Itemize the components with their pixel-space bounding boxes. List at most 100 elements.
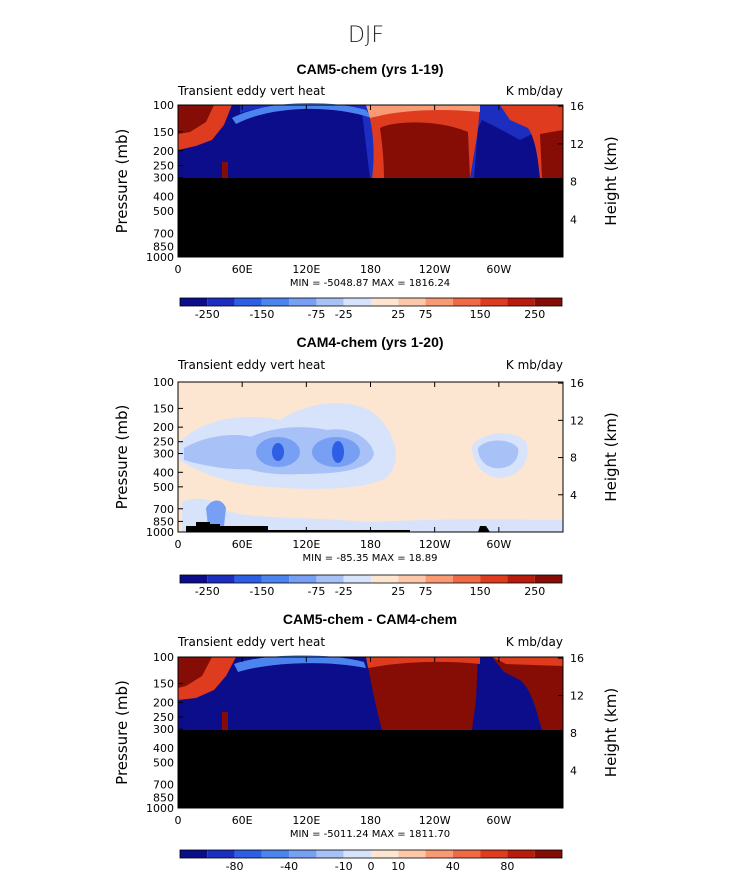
panel-1-colorbar-segment xyxy=(398,298,426,306)
panel-1-colorbar-segment xyxy=(534,298,562,306)
panel-3-colorbar-segment xyxy=(289,850,317,858)
panel-2-neg-core-a-inner xyxy=(272,443,284,461)
panel-2-neg-east-mid xyxy=(478,440,519,469)
panel-2-ylabel: Pressure (mb) xyxy=(113,405,131,510)
panel-3-ylabel-right: Height (km) xyxy=(602,688,620,777)
panel-2-ytick-label: 400 xyxy=(153,466,174,479)
panel-3-ytick-right-label: 16 xyxy=(570,652,584,665)
panel-2-ytick-label: 700 xyxy=(153,503,174,516)
panel-1-right-label: K mb/day xyxy=(506,84,563,98)
panel-1-plot xyxy=(178,103,563,257)
panel-3-neg-halo-central xyxy=(234,655,366,672)
panel-2-ytick-right-label: 4 xyxy=(570,489,577,502)
panel-1-colorbar-segment xyxy=(452,298,481,306)
panel-2-ytick-right-label: 8 xyxy=(570,452,577,465)
panel-2-colorbar-label: 25 xyxy=(391,585,405,598)
panel-2-neg-surface-core xyxy=(206,500,226,526)
panel-1-colorbar-label: -25 xyxy=(335,308,353,321)
panel-3-colorbar-frame xyxy=(179,849,563,859)
panel-3-colorbar-segment xyxy=(207,850,235,858)
panel-2-colorbar-frame xyxy=(179,574,563,584)
panel-2-colorbar-segment xyxy=(398,575,426,583)
panel-3-xtick-label: 120E xyxy=(292,814,320,827)
panel-1-ytick-label: 100 xyxy=(153,99,174,112)
panel-1-xtick-label: 180 xyxy=(360,263,381,276)
panel-1-colorbar-segment xyxy=(371,298,399,306)
panel-3-right-label: K mb/day xyxy=(506,635,563,649)
panel-3-ytick-label: 1000 xyxy=(146,802,174,815)
panel-1-colorbar-segment xyxy=(261,298,290,306)
panel-2: CAM4-chem (yrs 1-20) Transient eddy vert… xyxy=(177,334,563,532)
panel-1-topography-mask xyxy=(178,178,563,257)
panel-2-colorbar-segment xyxy=(452,575,481,583)
panel-3-pos-field-far-east xyxy=(492,657,563,730)
panel-2-neg-near-surface xyxy=(182,498,563,532)
panel-1-pos-core-far-east xyxy=(540,130,563,178)
panel-2-ytick-label: 850 xyxy=(153,515,174,528)
panel-3-stats: MIN = -5011.24 MAX = 1811.70 xyxy=(290,829,450,840)
panel-1-colorbar-segment xyxy=(343,298,371,306)
panel-1-colorbar-frame xyxy=(179,297,563,307)
panel-1-colorbar-label: 150 xyxy=(470,308,491,321)
panel-1: CAM5-chem (yrs 1-19) Transient eddy vert… xyxy=(177,61,563,257)
panel-1-colorbar-segment xyxy=(289,298,317,306)
panel-2-left-label: Transient eddy vert heat xyxy=(177,358,325,372)
panel-3-ytick-label: 700 xyxy=(153,779,174,792)
panel-1-ytick-label: 200 xyxy=(153,145,174,158)
panel-3-colorbar-label: -40 xyxy=(280,860,298,872)
panel-3-xtick-label: 0 xyxy=(175,814,182,827)
panel-1-ylabel-right: Height (km) xyxy=(602,136,620,225)
panel-3-colorbar-segment xyxy=(234,850,262,858)
panel-1-ylabel: Pressure (mb) xyxy=(113,129,131,234)
panel-3-ylabel: Pressure (mb) xyxy=(113,680,131,785)
panel-1-colorbar-segment xyxy=(207,298,235,306)
panel-2-colorbar-label: 250 xyxy=(524,585,545,598)
panel-3-xtick-label: 60E xyxy=(232,814,253,827)
panel-2-xtick-label: 0 xyxy=(175,538,182,551)
panel-3-title: CAM5-chem - CAM4-chem xyxy=(283,611,457,627)
panel-1-pos-halo-east xyxy=(366,105,480,118)
panel-3-colorbar-segment xyxy=(316,850,344,858)
panel-3-xtick-label: 60W xyxy=(486,814,511,827)
panel-1-colorbar-segment xyxy=(180,298,208,306)
panel-1-ytick-right-label: 16 xyxy=(570,100,584,113)
panel-2-ytick-right-label: 16 xyxy=(570,377,584,390)
panel-1-ytick-label: 400 xyxy=(153,191,174,204)
panel-2-colorbar-label: 150 xyxy=(470,585,491,598)
panel-2-ytick-label: 500 xyxy=(153,481,174,494)
panel-2-colorbar-segment xyxy=(316,575,344,583)
panel-2-colorbar-label: -25 xyxy=(335,585,353,598)
panel-3-colorbar-segment xyxy=(398,850,426,858)
panel-3-colorbar-segment xyxy=(507,850,535,858)
panel-2-colorbar-segment xyxy=(507,575,535,583)
panel-2-xtick-label: 60W xyxy=(486,538,511,551)
panel-3-colorbar-segment xyxy=(452,850,481,858)
panel-2-colorbar-segment xyxy=(480,575,508,583)
panel-1-ytick-label: 150 xyxy=(153,126,174,139)
panel-3-pos-halo-far-east xyxy=(492,657,563,666)
panel-2-colorbar-segment xyxy=(534,575,562,583)
panel-1-colorbar-label: 25 xyxy=(391,308,405,321)
panel-1-pos-field-east-core xyxy=(380,122,470,178)
panel-3-colorbar-label: -80 xyxy=(226,860,244,872)
panel-2-colorbar-label: -150 xyxy=(249,585,274,598)
panel-2-colorbar-segment xyxy=(261,575,290,583)
panel-3-colorbar-segment xyxy=(180,850,208,858)
panel-3-colorbar-label: 40 xyxy=(446,860,460,872)
panel-1-colorbar-segment xyxy=(480,298,508,306)
panel-3-ytick-label: 500 xyxy=(153,757,174,770)
panel-1-neg-field-west xyxy=(178,105,240,178)
panel-1-ytick-label: 850 xyxy=(153,240,174,253)
panel-1-xtick-label: 120W xyxy=(419,263,451,276)
panel-2-xtick-label: 60E xyxy=(232,538,253,551)
panel-3-pos-field-east xyxy=(366,657,478,730)
panel-1-colorbar-label: 75 xyxy=(419,308,433,321)
panel-2-neg-core-b-inner xyxy=(332,441,344,463)
panel-1-xtick-label: 60E xyxy=(232,263,253,276)
panel-3-ytick-label: 250 xyxy=(153,711,174,724)
panel-3-colorbar-label: 10 xyxy=(391,860,405,872)
panel-1-ytick-label: 300 xyxy=(153,172,174,185)
panel-2-xtick-label: 120W xyxy=(419,538,451,551)
panel-3-colorbar-segment xyxy=(261,850,290,858)
